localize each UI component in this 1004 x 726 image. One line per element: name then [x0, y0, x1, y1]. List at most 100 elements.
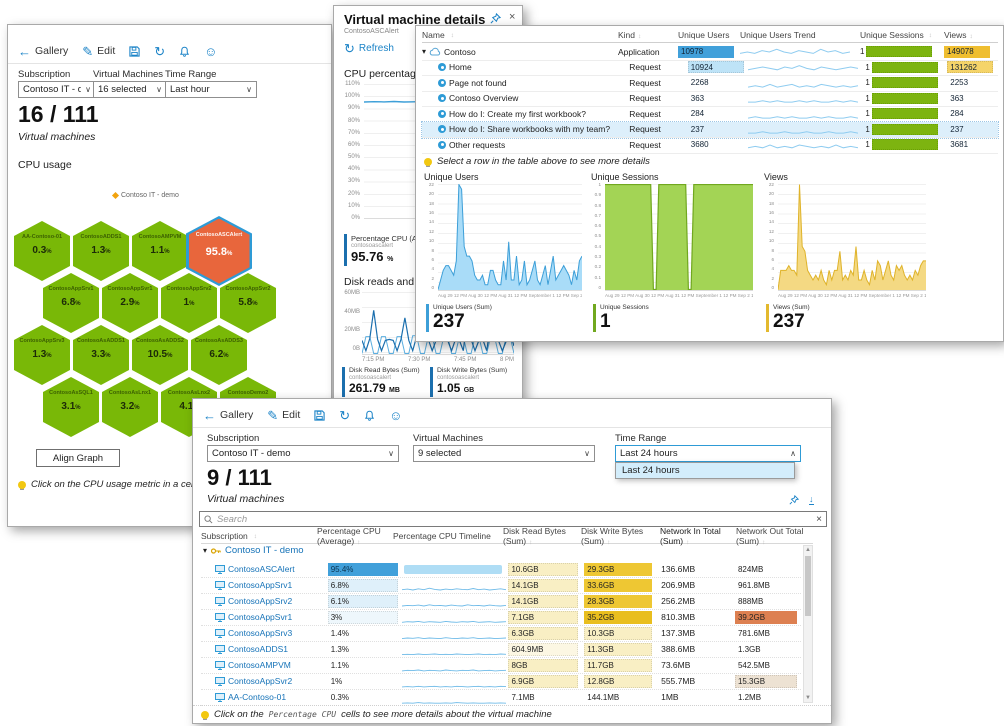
grid-tip: Click on the Percentage CPU cells to see…: [201, 709, 821, 720]
gallery-button[interactable]: ← Gallery: [203, 409, 253, 422]
col-unique-users[interactable]: Unique Users: [678, 30, 730, 40]
col-subscription[interactable]: Subscription: [201, 531, 248, 541]
save-icon[interactable]: [129, 45, 140, 57]
vm-table-row[interactable]: AA-Contoso-01 0.3% 7.1MB 144.1MB 1MB 1.2MB: [201, 689, 801, 706]
chevron-down-icon: ∨: [584, 449, 590, 458]
edit-button[interactable]: ✎ Edit: [267, 409, 300, 422]
vm-table-row[interactable]: ContosoADDS1 1.3% 604.9MB 11.3GB 388.6MB 1.3G…: [201, 641, 801, 658]
vm-name-cell[interactable]: ContosoAppSrv2: [201, 596, 328, 606]
vm-hexagon[interactable]: ContosoAppSrv1 6.8%: [43, 273, 99, 333]
vm-hexagon[interactable]: ContosoAppSvr2 5.8%: [220, 273, 276, 333]
scrollbar-thumb[interactable]: [805, 556, 811, 616]
col-disk-write[interactable]: Disk Write Bytes (Sum): [581, 526, 644, 546]
expander-icon[interactable]: ▾: [422, 47, 427, 57]
virtual-machines-dropdown[interactable]: 9 selected ∨: [413, 445, 595, 462]
col-cpu-timeline[interactable]: Percentage CPU Timeline: [393, 531, 491, 541]
col-network-in[interactable]: Network In Total (Sum): [660, 526, 721, 546]
vm-hexagon[interactable]: ContosoAsADDS2 10.5%: [132, 325, 188, 385]
gallery-button[interactable]: ← Gallery: [18, 45, 68, 58]
pin-icon[interactable]: [789, 495, 799, 505]
vm-table-row[interactable]: ContosoAppSrv1 6.8% 14.1GB 33.6GB 206.9MB 961…: [201, 577, 801, 594]
cpu-average-cell[interactable]: 6.8%: [327, 578, 402, 592]
time-range-dropdown[interactable]: Last hour ∨: [165, 81, 257, 98]
col-unique-sessions[interactable]: Unique Sessions: [860, 30, 924, 40]
col-kind[interactable]: Kind: [618, 30, 636, 40]
vm-name-cell[interactable]: ContosoAppSrv3: [201, 628, 328, 638]
app-table-row[interactable]: How do I: Share workbooks with my team? R…: [421, 120, 999, 139]
subscription-dropdown[interactable]: Contoso IT - demo ∨: [207, 445, 399, 462]
users-trend-sparkline: [748, 108, 865, 120]
bell-icon[interactable]: [364, 410, 375, 421]
vm-table-row[interactable]: ContosoAppSrv2 6.1% 14.1GB 28.3GB 256.2MB 888…: [201, 593, 801, 610]
edit-button[interactable]: ✎ Edit: [82, 45, 115, 58]
cpu-average-cell[interactable]: 1.4%: [328, 627, 402, 640]
col-name[interactable]: Name: [422, 30, 445, 40]
app-table-row[interactable]: How do I: Create my first workbook? Reque…: [422, 106, 998, 123]
vm-table-row[interactable]: ContosoAppSrv3 1.4% 6.3GB 10.3GB 137.3MB 781.…: [201, 625, 801, 642]
app-table-row[interactable]: Contoso Overview Request 363 1 363: [422, 91, 998, 107]
vm-name-text: ContosoAppSrv3: [228, 628, 293, 638]
time-range-dropdown[interactable]: Last 24 hours ∧: [615, 445, 801, 462]
cpu-average-cell[interactable]: 6.1%: [327, 594, 402, 608]
refresh-icon[interactable]: ↻: [339, 407, 351, 423]
vm-name-cell[interactable]: ContosoADDS1: [201, 644, 328, 654]
vm-hexagon-value: 6.8%: [43, 297, 99, 308]
app-table-row[interactable]: Page not found Request 2268 1 2253: [422, 75, 998, 92]
search-box[interactable]: Search ×: [199, 511, 827, 527]
refresh-icon[interactable]: ↻: [154, 43, 166, 59]
vm-hexagon[interactable]: ContosoAMPVM 1.1%: [132, 221, 188, 281]
save-icon[interactable]: [314, 409, 325, 421]
vm-table-row[interactable]: ContosoAppSvr1 3% 7.1GB 35.2GB 810.3MB 39.2GB: [201, 609, 801, 626]
cpu-average-cell[interactable]: 1.1%: [328, 659, 402, 672]
close-icon[interactable]: ×: [509, 11, 516, 23]
cpu-average-cell[interactable]: 3%: [327, 610, 402, 624]
app-table-row[interactable]: ▾ Contoso Application 10978 1 149078: [422, 44, 998, 61]
cpu-average-cell[interactable]: 0.3%: [328, 691, 402, 704]
export-icon[interactable]: ↓: [809, 494, 814, 505]
vm-table-row[interactable]: ContosoAMPVM 1.1% 8GB 11.7GB 73.6MB 542.5MB: [201, 657, 801, 674]
app-table-row[interactable]: Other requests Request 3680 1 3681: [422, 137, 998, 154]
cpu-average-cell[interactable]: 1.3%: [328, 643, 402, 656]
align-graph-button[interactable]: Align Graph: [36, 449, 120, 467]
subscription-dropdown[interactable]: Contoso IT - demo ∨: [18, 81, 96, 98]
vm-name-cell[interactable]: ContosoAppSrv1: [201, 580, 328, 590]
pin-icon[interactable]: [490, 13, 501, 24]
vm-hexagon[interactable]: ContosoAppSrv3 1.3%: [14, 325, 70, 385]
vm-hexagon-selected[interactable]: ContosoASCAlert 95.8%: [186, 216, 252, 286]
refresh-button[interactable]: ↻ Refresh: [344, 42, 394, 55]
vm-hexagon[interactable]: ContosoAppSrv2 1%: [161, 273, 217, 333]
vm-table-row[interactable]: ContosoAppSvr2 1% 6.9GB 12.8GB 555.7MB 15.3GB: [201, 673, 801, 690]
bell-icon[interactable]: [179, 46, 190, 57]
vm-name-cell[interactable]: ContosoAMPVM: [201, 660, 328, 670]
disk-read-value: 14.1GB: [508, 578, 579, 592]
vm-hexagon[interactable]: ContosoAsSQL1 3.1%: [43, 377, 99, 437]
cpu-average-cell[interactable]: 1%: [328, 675, 402, 688]
scroll-up-icon[interactable]: ▲: [805, 547, 811, 553]
clear-search-icon[interactable]: ×: [816, 513, 822, 525]
col-network-out[interactable]: Network Out Total (Sum): [736, 526, 804, 546]
scroll-down-icon[interactable]: ▼: [805, 695, 811, 701]
vm-table-row[interactable]: ContosoASCAlert 95.4% 10.6GB 29.3GB 136.6MB 8…: [201, 561, 801, 578]
smiley-icon[interactable]: ☺: [389, 407, 403, 423]
vm-name-cell[interactable]: AA-Contoso-01: [201, 692, 328, 702]
time-range-option[interactable]: Last 24 hours: [616, 463, 794, 478]
smiley-icon[interactable]: ☺: [204, 43, 218, 59]
col-cpu-average[interactable]: Percentage CPU (Average): [317, 526, 381, 546]
vm-hexagon[interactable]: AA-Contoso-01 0.3%: [14, 221, 70, 281]
vm-hexagon[interactable]: ContosoAsLnx1 3.2%: [102, 377, 158, 437]
group-row[interactable]: ▾ Contoso IT - demo: [203, 545, 304, 556]
col-users-trend[interactable]: Unique Users Trend: [740, 30, 816, 40]
vm-name-cell[interactable]: ContosoAppSvr2: [201, 676, 328, 686]
vm-name-cell[interactable]: ContosoASCAlert: [201, 564, 328, 574]
vm-hexagon[interactable]: ContosoAsADDS1 3.3%: [73, 325, 129, 385]
col-disk-read[interactable]: Disk Read Bytes (Sum): [503, 526, 566, 546]
vm-name-cell[interactable]: ContosoAppSvr1: [201, 612, 328, 622]
vm-hexagon[interactable]: ContosoAppSvr1 2.9%: [102, 273, 158, 333]
app-table-row[interactable]: Home Request 10924 1 131262: [422, 60, 998, 76]
vm-hexagon[interactable]: ContosoADDS1 1.3%: [73, 221, 129, 281]
cpu-average-cell[interactable]: 95.4%: [327, 562, 402, 576]
vertical-scrollbar[interactable]: ▲ ▼: [803, 545, 813, 703]
vm-hexagon[interactable]: ContosoAsADDS3 6.2%: [191, 325, 247, 385]
col-views[interactable]: Views: [944, 30, 967, 40]
